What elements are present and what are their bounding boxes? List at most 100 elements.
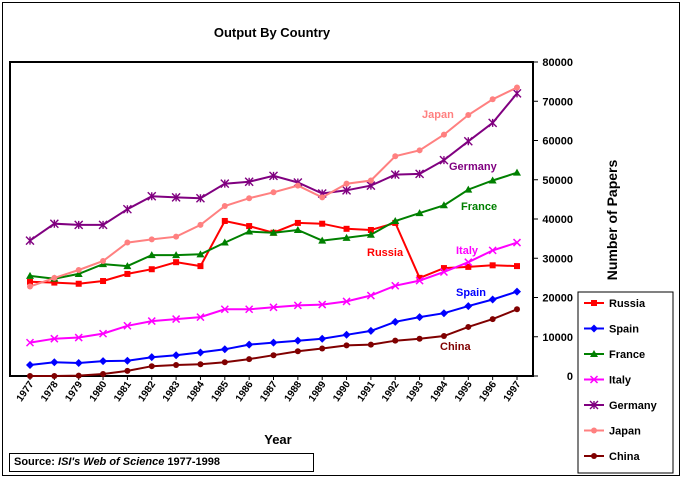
point-spain bbox=[366, 326, 375, 335]
point-russia bbox=[440, 265, 447, 272]
point-germany bbox=[122, 204, 132, 214]
chart-frame bbox=[2, 2, 680, 476]
legend-label-germany: Germany bbox=[609, 400, 658, 412]
point-france bbox=[293, 225, 302, 233]
x-tick-label: 1993 bbox=[404, 379, 426, 404]
series-label-russia: Russia bbox=[367, 247, 404, 259]
point-spain bbox=[147, 353, 156, 362]
point-japan bbox=[392, 153, 399, 160]
point-japan bbox=[367, 177, 374, 184]
point-italy bbox=[245, 305, 254, 314]
point-france bbox=[196, 250, 205, 258]
point-france bbox=[488, 176, 497, 184]
series-label-japan: Japan bbox=[422, 109, 454, 121]
point-france bbox=[26, 271, 34, 279]
point-italy bbox=[123, 321, 132, 330]
point-germany bbox=[195, 193, 205, 203]
point-russia bbox=[319, 220, 326, 227]
point-russia bbox=[124, 270, 131, 277]
x-tick-label: 1990 bbox=[331, 379, 353, 404]
point-spain bbox=[342, 330, 351, 339]
point-france bbox=[147, 251, 156, 259]
point-china bbox=[465, 323, 472, 330]
point-germany bbox=[98, 220, 108, 230]
point-russia bbox=[465, 263, 472, 270]
x-tick-label: 1982 bbox=[136, 379, 158, 404]
point-france bbox=[123, 262, 132, 270]
point-germany bbox=[220, 179, 230, 189]
point-russia bbox=[246, 223, 253, 230]
point-japan bbox=[416, 147, 423, 154]
point-china bbox=[440, 332, 447, 339]
x-tick-label: 1991 bbox=[356, 379, 378, 404]
point-spain bbox=[488, 295, 497, 304]
legend-marker-russia bbox=[591, 300, 597, 306]
point-germany bbox=[463, 136, 473, 146]
x-tick-label: 1987 bbox=[258, 379, 280, 404]
point-italy bbox=[172, 315, 181, 324]
point-china bbox=[392, 337, 399, 344]
point-russia bbox=[489, 262, 496, 269]
x-tick-label: 1984 bbox=[185, 379, 207, 404]
x-tick-label: 1983 bbox=[161, 379, 183, 404]
point-japan bbox=[294, 182, 301, 189]
point-spain bbox=[513, 287, 521, 296]
plot-area bbox=[9, 61, 534, 377]
point-germany bbox=[342, 185, 352, 195]
point-spain bbox=[245, 340, 254, 349]
point-spain bbox=[26, 361, 34, 370]
point-france bbox=[391, 216, 400, 224]
point-germany bbox=[171, 192, 181, 202]
x-tick-label: 1979 bbox=[63, 379, 85, 404]
point-italy bbox=[512, 238, 522, 247]
y-axis-title: Number of Papers bbox=[604, 159, 620, 280]
point-china bbox=[173, 362, 180, 369]
point-china bbox=[319, 345, 326, 352]
point-china bbox=[270, 352, 277, 359]
point-china bbox=[294, 348, 301, 355]
point-japan bbox=[100, 257, 107, 264]
point-russia bbox=[416, 274, 423, 281]
point-spain bbox=[74, 359, 83, 368]
point-japan bbox=[489, 96, 496, 103]
point-japan bbox=[75, 267, 82, 274]
source-note: Source: ISI's Web of Science 1977-1998 bbox=[9, 453, 314, 472]
point-italy bbox=[293, 301, 302, 310]
point-france bbox=[415, 209, 424, 217]
chart-title: Output By Country bbox=[214, 25, 331, 40]
point-germany bbox=[390, 170, 400, 180]
point-china bbox=[27, 373, 33, 379]
point-italy bbox=[391, 281, 400, 290]
point-china bbox=[367, 341, 374, 348]
x-tick-label: 1995 bbox=[453, 379, 475, 404]
source-years: 1977-1998 bbox=[164, 456, 221, 468]
point-italy bbox=[342, 297, 351, 306]
point-russia bbox=[221, 217, 228, 224]
x-axis-title: Year bbox=[264, 432, 291, 447]
y-tick-label: 30000 bbox=[542, 253, 573, 265]
point-germany bbox=[512, 88, 522, 98]
y-tick-label: 50000 bbox=[542, 175, 573, 187]
point-china bbox=[197, 361, 204, 368]
point-spain bbox=[293, 336, 302, 345]
point-italy bbox=[220, 305, 229, 314]
series-label-china: China bbox=[440, 341, 471, 353]
point-france bbox=[172, 251, 181, 259]
point-china bbox=[514, 306, 520, 313]
point-russia bbox=[294, 219, 301, 226]
point-germany bbox=[439, 155, 449, 165]
point-germany bbox=[488, 118, 498, 128]
point-france bbox=[318, 236, 327, 244]
point-spain bbox=[123, 356, 132, 365]
source-title: ISI's Web of Science bbox=[58, 456, 165, 468]
point-germany bbox=[74, 220, 84, 230]
point-spain bbox=[318, 334, 327, 343]
point-japan bbox=[465, 111, 472, 118]
point-spain bbox=[196, 348, 205, 357]
x-tick-label: 1997 bbox=[502, 379, 524, 404]
point-france bbox=[74, 269, 83, 277]
legend-label-spain: Spain bbox=[609, 324, 639, 336]
x-tick-label: 1988 bbox=[283, 379, 305, 404]
legend-marker-spain bbox=[590, 324, 598, 333]
y-tick-label: 40000 bbox=[542, 214, 573, 226]
